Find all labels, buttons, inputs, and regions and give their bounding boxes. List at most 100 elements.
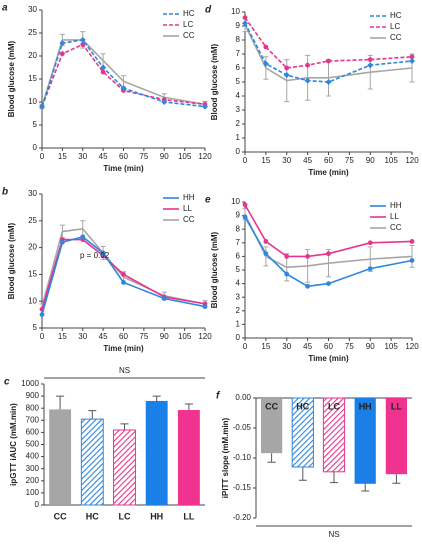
- legend-label: HC: [390, 11, 402, 20]
- bar: [80, 418, 104, 506]
- marker: [284, 254, 290, 259]
- marker: [161, 99, 168, 105]
- x-tick-label: 120: [198, 152, 212, 161]
- y-axis-label: ipGTT iAUC (mM.min): [9, 403, 18, 486]
- panel-letter: c: [4, 377, 10, 388]
- error-bar: [267, 453, 276, 463]
- y-axis-label: Blood glucose (mM): [7, 40, 16, 117]
- legend-label: CC: [183, 31, 195, 40]
- bar: [113, 429, 136, 506]
- marker: [80, 234, 86, 240]
- y-tick-label: 9: [236, 21, 241, 30]
- y-tick-label: 5: [33, 120, 38, 129]
- marker: [242, 20, 248, 27]
- panel-letter: a: [2, 3, 8, 14]
- marker: [284, 65, 290, 71]
- bar: [260, 398, 283, 454]
- x-tick-label: 120: [198, 332, 212, 341]
- legend-label: HH: [390, 201, 402, 210]
- x-tick-label: 120: [405, 156, 419, 165]
- marker: [325, 79, 332, 85]
- x-tick-label: 60: [119, 332, 128, 341]
- y-tick-label: 1: [236, 133, 241, 142]
- x-tick-label: 105: [178, 332, 192, 341]
- x-tick-label: 30: [78, 152, 87, 161]
- x-tick-label: 105: [384, 342, 398, 351]
- y-tick-label: 0: [236, 147, 241, 156]
- y-tick-label: 4: [236, 279, 241, 288]
- y-axis-label: Blood glucose (mM): [7, 222, 16, 299]
- y-axis-label: Blood glucose (mM): [210, 43, 219, 120]
- legend-label: LC: [390, 22, 400, 31]
- series-line: [41, 39, 206, 108]
- marker: [326, 58, 331, 64]
- y-tick-label: 10: [28, 296, 37, 305]
- category-label: HC: [296, 401, 309, 411]
- marker: [242, 202, 248, 208]
- y-tick-label: 0: [33, 143, 38, 152]
- x-tick-label: 45: [303, 156, 312, 165]
- y-tick-label: 20: [28, 51, 37, 60]
- marker: [242, 214, 248, 220]
- x-axis-label: Time (min): [308, 168, 349, 177]
- error-bar: [361, 483, 370, 492]
- legend-label: LL: [390, 212, 399, 221]
- x-tick-label: 60: [119, 152, 128, 161]
- panel-letter: b: [2, 187, 8, 198]
- x-tick-label: 75: [345, 342, 354, 351]
- panel-letter: e: [205, 195, 211, 206]
- legend-label: LL: [183, 204, 192, 213]
- series-line: [41, 39, 206, 107]
- x-tick-label: 0: [40, 152, 45, 161]
- category-label: CC: [54, 511, 67, 521]
- error-bar: [56, 395, 65, 410]
- y-tick-label: 200: [26, 476, 40, 485]
- error-bar: [88, 410, 97, 420]
- x-tick-label: 75: [345, 156, 354, 165]
- y-tick-label: 0: [236, 333, 241, 342]
- marker: [39, 312, 45, 317]
- category-label: CC: [265, 401, 278, 411]
- x-tick-label: 90: [160, 152, 169, 161]
- y-tick-label: 5: [236, 77, 241, 86]
- x-tick-label: 105: [178, 152, 192, 161]
- annotation: NS: [328, 530, 339, 539]
- x-tick-label: 30: [282, 342, 291, 351]
- y-tick-label: -0.20: [233, 513, 252, 522]
- marker: [202, 103, 208, 110]
- marker: [367, 57, 373, 62]
- y-tick-label: 500: [26, 440, 40, 449]
- y-tick-label: 4: [236, 91, 241, 100]
- y-tick-label: 10: [231, 7, 240, 16]
- x-tick-label: 90: [366, 342, 375, 351]
- y-tick-label: -0.10: [233, 453, 252, 462]
- marker: [326, 251, 331, 257]
- error-bar: [120, 423, 129, 430]
- x-tick-label: 75: [139, 332, 148, 341]
- x-tick-label: 105: [384, 156, 398, 165]
- x-tick-label: 15: [58, 332, 67, 341]
- x-tick-label: 60: [324, 342, 333, 351]
- x-axis-label: Time (min): [308, 354, 349, 363]
- y-tick-label: 900: [26, 391, 40, 400]
- marker: [59, 40, 66, 47]
- marker: [120, 85, 127, 92]
- y-tick-label: 15: [28, 74, 37, 83]
- x-axis-label: Time (min): [103, 164, 144, 173]
- x-tick-label: 45: [99, 332, 108, 341]
- category-label: HH: [150, 511, 163, 521]
- error-bar: [184, 403, 193, 411]
- y-tick-label: 0: [35, 500, 40, 509]
- marker: [79, 36, 86, 43]
- x-tick-label: 120: [405, 342, 419, 351]
- marker: [242, 15, 248, 20]
- y-tick-label: 25: [28, 28, 37, 37]
- y-tick-label: 7: [236, 238, 241, 247]
- panel-letter: f: [216, 391, 221, 402]
- marker: [367, 62, 374, 69]
- bar: [145, 400, 168, 505]
- x-tick-label: 60: [324, 156, 333, 165]
- y-tick-label: 300: [26, 464, 40, 473]
- y-tick-label: 400: [26, 452, 40, 461]
